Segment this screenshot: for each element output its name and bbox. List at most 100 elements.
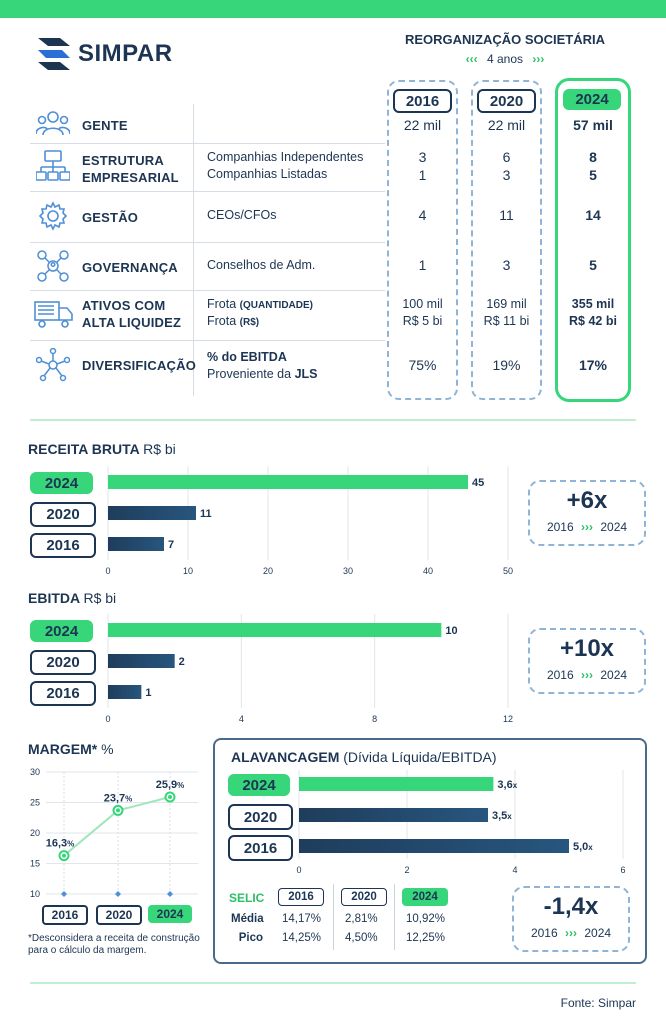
simpar-logo <box>38 38 70 70</box>
receita-from-to: 2016 ››› 2024 <box>528 520 646 534</box>
tick-label: 12 <box>503 714 513 724</box>
data-label-2024: 10 <box>445 625 457 637</box>
receita-pill-2020: 2020 <box>30 502 96 527</box>
tick-label: 25 <box>30 798 40 808</box>
tick-label: 4 <box>239 714 244 724</box>
gear-icon <box>38 201 68 231</box>
value-gestao-2024: 14 <box>585 207 601 223</box>
column-2016 <box>387 80 458 400</box>
tick-label: 30 <box>30 767 40 777</box>
header-title: REORGANIZAÇÃO SOCIETÁRIA <box>404 32 606 47</box>
year-pill-2016: 2016 <box>393 89 452 113</box>
desc-percent-ebitda: % do EBITDA <box>207 350 287 364</box>
value-ativos-2020-b: R$ 11 bi <box>483 314 530 328</box>
bar-2016 <box>108 537 164 551</box>
margem-label-2016: 16,3% <box>46 838 75 850</box>
people-icon <box>36 111 70 136</box>
bottom-divider <box>30 982 636 984</box>
year-pill-2020: 2020 <box>477 89 536 113</box>
value-ativos-2024-b: R$ 42 bi <box>569 314 617 328</box>
value-estrutura-2016-a: 3 <box>418 149 427 165</box>
bar-2016 <box>299 839 569 853</box>
tick-label: 10 <box>183 566 193 576</box>
receita-chart: 0 10 20 30 40 50 45 11 7 <box>105 466 513 576</box>
diversification-icon <box>36 348 70 382</box>
value-estrutura-2020-b: 3 <box>502 167 511 183</box>
bar-2020 <box>299 808 488 822</box>
value-governanca-2020: 3 <box>502 257 511 273</box>
data-label-2016: 1 <box>145 687 151 699</box>
tick-label: 0 <box>105 566 110 576</box>
value-diversificacao-2020: 19% <box>492 357 521 373</box>
receita-arrows: ››› <box>581 520 593 534</box>
source-note: Fonte: Simpar <box>560 996 636 1010</box>
row-divider <box>30 340 385 341</box>
value-ativos-2016-b: R$ 5 bi <box>402 314 443 328</box>
value-diversificacao-2024: 17% <box>578 357 608 373</box>
tick-label: 6 <box>620 865 625 875</box>
desc-proveniente: Proveniente da <box>207 367 295 381</box>
receita-from: 2016 <box>546 520 574 534</box>
top-accent-bar <box>0 0 666 18</box>
axis-marker <box>61 891 67 897</box>
desc-frota-a-unit: (QUANTIDADE) <box>239 300 313 311</box>
alav-pill-2016: 2016 <box>228 835 293 861</box>
row-label-gestao: GESTÃO <box>82 210 139 225</box>
tick-label: 50 <box>503 566 513 576</box>
margem-title: MARGEM* % <box>28 741 114 757</box>
alavancagem-panel <box>213 738 647 964</box>
label-divider <box>193 104 194 396</box>
receita-pill-2016: 2016 <box>30 533 96 558</box>
row-label-governanca: GOVERNANÇA <box>82 260 178 275</box>
desc-conselhos: Conselhos de Adm. <box>207 258 316 272</box>
selic-pill-2016: 2016 <box>278 888 324 906</box>
point-core-2016 <box>62 853 66 858</box>
alav-from-to: 2016 ››› 2024 <box>512 926 630 940</box>
alav-from: 2016 <box>530 926 558 940</box>
value-gente-2024: 57 mil <box>573 117 613 133</box>
desc-frota-b-unit: (R$) <box>239 317 260 328</box>
ebitda-chart: 0 4 8 12 10 2 1 <box>105 614 513 724</box>
ebitda-multiple-box <box>528 628 646 694</box>
ebitda-from: 2016 <box>546 668 574 682</box>
desc-frota-quantidade: Frota (QUANTIDADE) <box>207 297 313 311</box>
bar-2024 <box>108 475 468 489</box>
tick-label: 15 <box>30 859 40 869</box>
arrows-left: ‹‹‹ <box>465 52 478 66</box>
margem-label-2024: 25,9% <box>156 779 185 791</box>
simpar-logo-icon <box>38 38 70 70</box>
row-label-diversificacao: DIVERSIFICAÇÃO <box>82 358 197 373</box>
ebitda-title-text: EBITDA <box>28 590 80 606</box>
alav-multiple: -1,4x <box>543 893 599 920</box>
tick-label: 20 <box>263 566 273 576</box>
row-label-ativos-2: ALTA LIQUIDEZ <box>82 315 182 330</box>
tick-label: 20 <box>30 828 40 838</box>
selic-2024-media: 10,92% <box>406 913 446 925</box>
row-divider <box>30 191 385 192</box>
bar-2020 <box>108 654 175 668</box>
ebitda-to: 2024 <box>600 668 628 682</box>
row-divider <box>30 242 385 243</box>
desc-frota-a: Frota <box>207 297 237 311</box>
alav-pill-2024: 2024 <box>228 774 290 796</box>
ebitda-title: EBITDA R$ bi <box>28 590 116 606</box>
receita-unit: R$ bi <box>143 441 176 457</box>
margem-label-2020: 23,7% <box>104 792 133 804</box>
margem-title-text: MARGEM* <box>28 741 98 757</box>
data-label-2016: 7 <box>168 539 174 551</box>
ebitda-pill-2020: 2020 <box>30 650 96 675</box>
arrows-right: ››› <box>532 52 545 66</box>
section-divider <box>30 419 636 421</box>
row-label-estrutura-1: ESTRUTURA <box>82 153 164 168</box>
bar-2024 <box>108 623 442 637</box>
row-label-ativos-1: ATIVOS COM <box>82 298 166 313</box>
margem-chart: 10 15 20 25 30 16,3% 23,7% 25,9% <box>30 767 198 899</box>
margem-footnote-2: para o cálculo da margem. <box>28 945 147 956</box>
margem-pill-2020: 2020 <box>96 905 142 925</box>
governance-icon <box>37 250 69 282</box>
value-ativos-2016-a: 100 mil <box>402 297 443 311</box>
selic-2020-media: 2,81% <box>345 913 378 925</box>
selic-2016-media: 14,17% <box>282 913 322 925</box>
row-divider <box>30 143 385 144</box>
selic-2016-pico: 14,25% <box>282 932 322 944</box>
